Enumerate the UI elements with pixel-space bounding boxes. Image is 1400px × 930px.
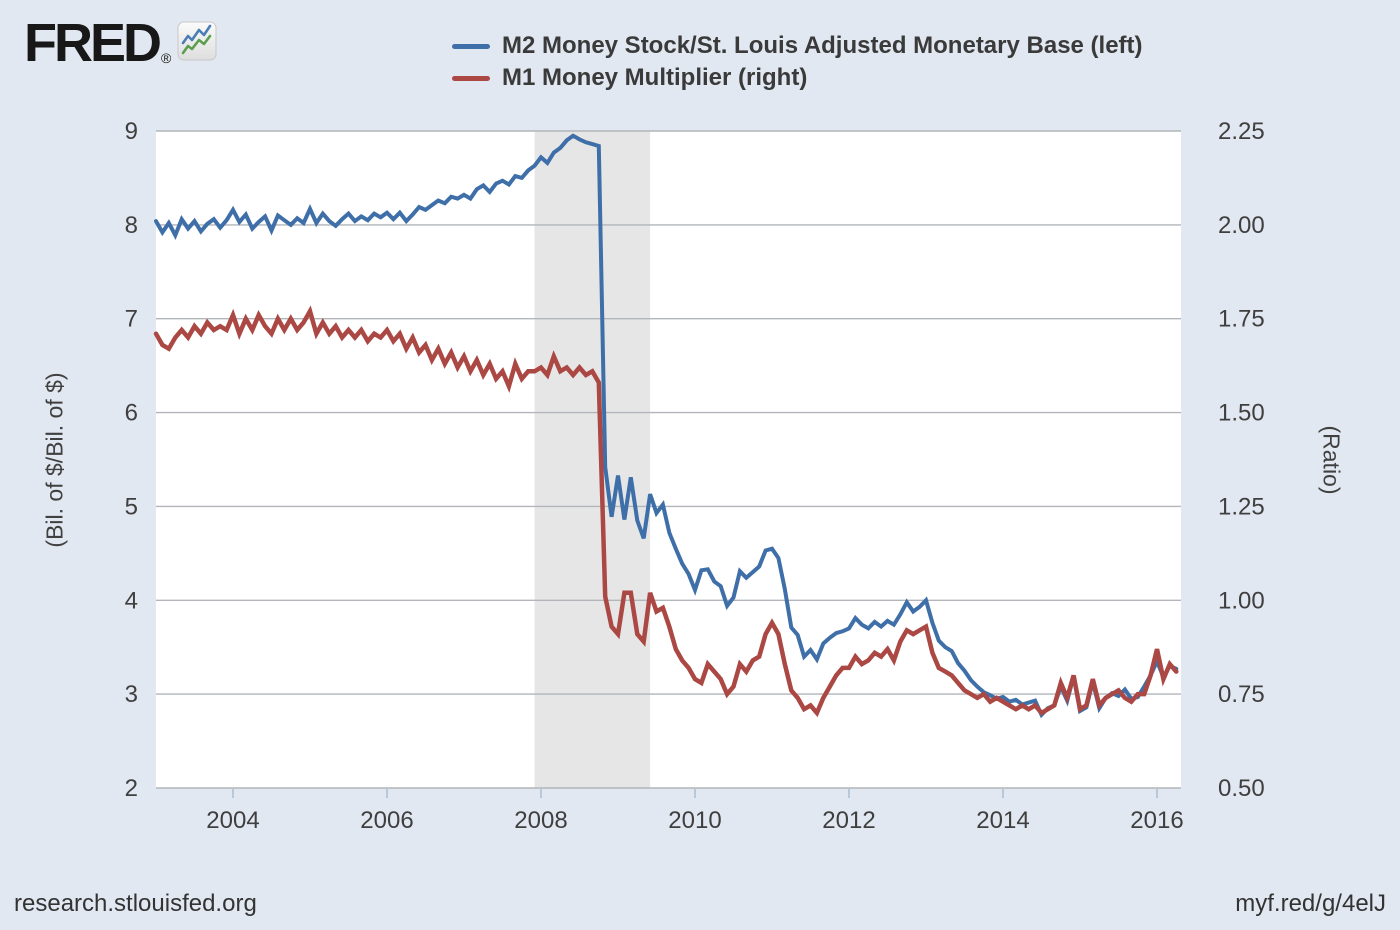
left-tick-label: 3	[125, 681, 138, 708]
left-tick-label: 7	[125, 306, 138, 333]
legend: M2 Money Stock/St. Louis Adjusted Moneta…	[452, 30, 1143, 94]
legend-label-m1: M1 Money Multiplier (right)	[502, 64, 808, 91]
x-tick-label: 2012	[822, 807, 875, 834]
m2-line	[154, 133, 1179, 719]
legend-item-m1: M1 Money Multiplier (right)	[452, 62, 1143, 94]
registered-mark: ®	[161, 50, 172, 66]
left-tick-label: 2	[125, 775, 138, 802]
fred-logo-text: FRED	[24, 13, 162, 73]
fred-logo: FRED ®	[24, 13, 217, 73]
x-tick-label: 2016	[1130, 807, 1183, 834]
right-tick-label: 1.00	[1218, 587, 1265, 614]
legend-item-m2: M2 Money Stock/St. Louis Adjusted Moneta…	[452, 30, 1143, 62]
right-tick-label: 0.75	[1218, 681, 1265, 708]
m1-line-swatch	[452, 75, 490, 81]
right-tick-label: 1.75	[1218, 306, 1265, 333]
right-axis-title: (Ratio)	[1318, 425, 1345, 495]
x-tick-label: 2004	[206, 807, 259, 834]
left-tick-label: 4	[125, 587, 138, 614]
left-tick-label: 8	[125, 212, 138, 239]
right-tick-label: 1.50	[1218, 400, 1265, 427]
fred-logo-chart-icon	[177, 21, 217, 66]
right-tick-label: 1.25	[1218, 493, 1265, 520]
m1-line	[153, 305, 1179, 718]
x-tick-label: 2008	[514, 807, 567, 834]
source-url: research.stlouisfed.org	[14, 890, 257, 917]
legend-label-m2: M2 Money Stock/St. Louis Adjusted Moneta…	[502, 32, 1143, 59]
plot-area	[156, 131, 1181, 788]
x-tick-label: 2010	[668, 807, 721, 834]
right-tick-label: 0.50	[1218, 775, 1265, 802]
left-tick-label: 6	[125, 400, 138, 427]
m2-line-swatch	[452, 43, 490, 49]
x-tick-label: 2006	[360, 807, 413, 834]
left-tick-label: 9	[125, 118, 138, 145]
left-axis-title: (Bil. of $/Bil. of $)	[41, 372, 68, 548]
left-tick-label: 5	[125, 493, 138, 520]
right-tick-label: 2.25	[1218, 118, 1265, 145]
short-link: myf.red/g/4elJ	[1235, 890, 1386, 917]
right-tick-label: 2.00	[1218, 212, 1265, 239]
recession-band	[534, 131, 651, 788]
x-tick-label: 2014	[976, 807, 1029, 834]
